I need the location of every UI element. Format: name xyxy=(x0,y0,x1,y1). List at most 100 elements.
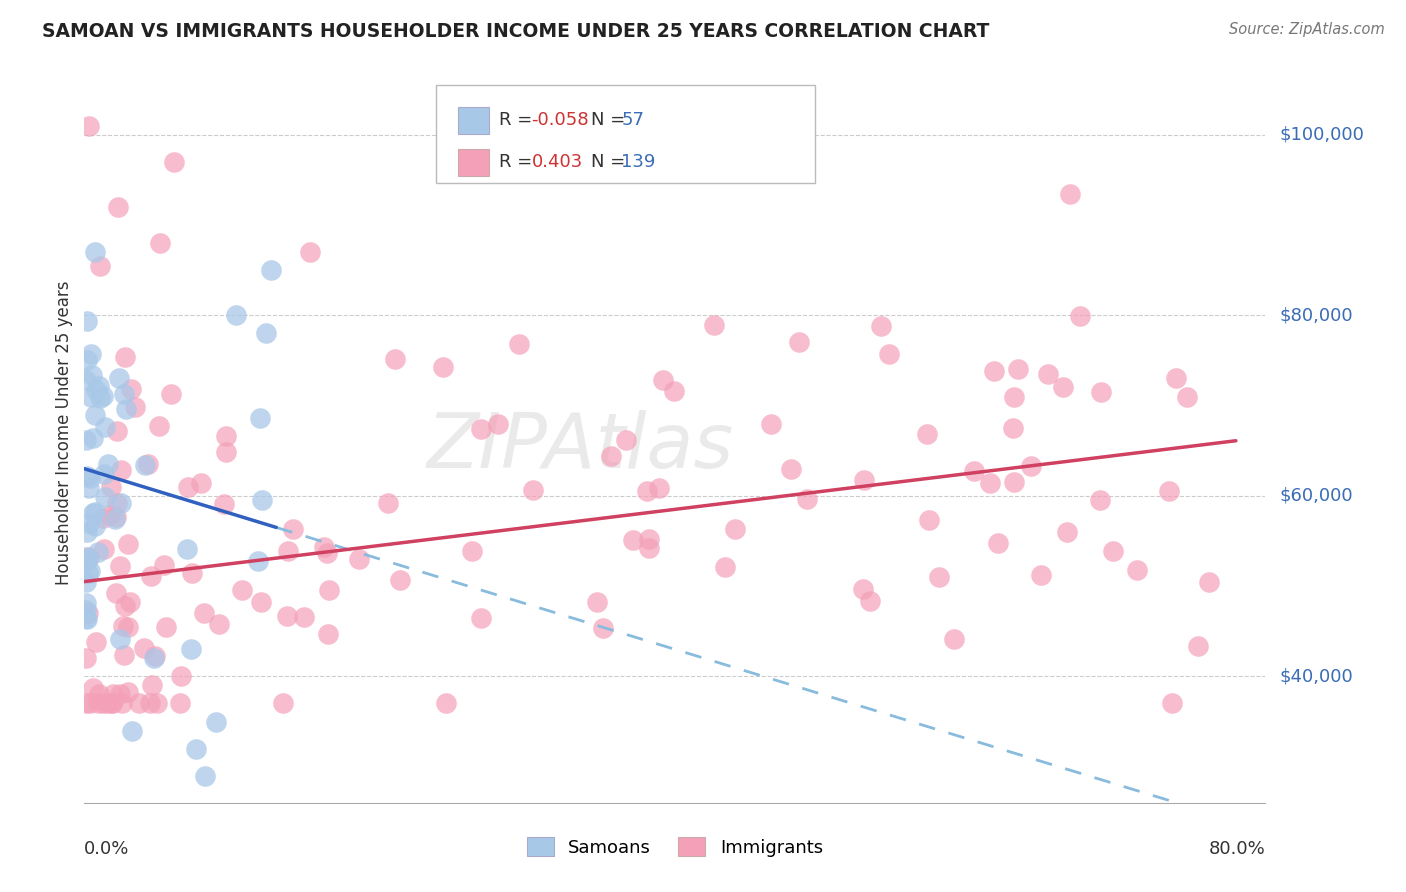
Point xyxy=(869,318,891,333)
Point xyxy=(652,373,675,387)
Point xyxy=(470,422,492,436)
Point xyxy=(1069,309,1091,323)
Point xyxy=(215,445,238,459)
Point xyxy=(190,475,212,490)
Point xyxy=(94,419,117,434)
Point xyxy=(225,308,247,322)
Point xyxy=(80,391,103,405)
Point xyxy=(787,335,810,350)
Point xyxy=(194,769,217,783)
Point xyxy=(314,540,336,554)
Point xyxy=(298,245,321,260)
Text: 0.0%: 0.0% xyxy=(84,840,129,858)
Point xyxy=(75,374,97,388)
Point xyxy=(75,611,97,625)
Point xyxy=(80,368,103,382)
Point xyxy=(389,573,412,587)
Point xyxy=(89,391,111,405)
Point xyxy=(918,513,941,527)
Point xyxy=(316,626,339,640)
Point xyxy=(100,479,122,493)
Text: $40,000: $40,000 xyxy=(1279,667,1353,685)
Point xyxy=(114,599,136,613)
Point xyxy=(82,506,104,520)
Point xyxy=(1002,475,1025,490)
Point xyxy=(132,640,155,655)
Point xyxy=(169,669,191,683)
Text: $100,000: $100,000 xyxy=(1279,126,1364,144)
Point xyxy=(148,418,170,433)
Point xyxy=(77,481,100,495)
Point xyxy=(77,516,100,531)
Point xyxy=(84,519,107,533)
Text: R =: R = xyxy=(499,112,538,129)
Point xyxy=(1159,484,1181,499)
Point xyxy=(75,697,97,711)
Point xyxy=(100,697,122,711)
Point xyxy=(347,552,370,566)
Point xyxy=(1056,525,1078,540)
Point xyxy=(277,544,299,558)
Point xyxy=(1198,575,1220,590)
Point xyxy=(87,545,110,559)
Point xyxy=(254,326,277,341)
Text: Source: ZipAtlas.com: Source: ZipAtlas.com xyxy=(1229,22,1385,37)
Point xyxy=(87,687,110,701)
Point xyxy=(703,318,725,333)
Text: 0.403: 0.403 xyxy=(531,153,582,171)
Point xyxy=(89,259,111,273)
Point xyxy=(143,651,166,665)
Point xyxy=(98,508,121,523)
Point xyxy=(110,697,132,711)
Point xyxy=(193,606,215,620)
Point xyxy=(205,714,228,729)
Point xyxy=(273,697,295,711)
Point xyxy=(82,681,104,695)
Point xyxy=(124,401,146,415)
Point xyxy=(212,496,235,510)
Point xyxy=(208,617,231,632)
Point xyxy=(84,408,107,422)
Point xyxy=(84,245,107,260)
Point xyxy=(246,554,269,568)
Point xyxy=(169,697,191,711)
Point xyxy=(87,379,110,393)
Point xyxy=(915,427,938,442)
Point xyxy=(252,492,274,507)
Point xyxy=(79,697,101,711)
Point xyxy=(75,651,97,665)
Point xyxy=(112,648,135,663)
Point xyxy=(1021,458,1043,473)
Point xyxy=(77,119,100,133)
Point xyxy=(76,314,98,328)
Point xyxy=(1088,493,1111,508)
Text: 139: 139 xyxy=(621,153,655,171)
Text: N =: N = xyxy=(591,112,630,129)
Point xyxy=(141,678,163,692)
Point xyxy=(104,512,127,526)
Point xyxy=(108,371,131,385)
Point xyxy=(75,603,97,617)
Point xyxy=(76,524,98,539)
Point xyxy=(508,337,530,351)
Text: 57: 57 xyxy=(621,112,644,129)
Point xyxy=(648,481,671,495)
Point xyxy=(79,564,101,578)
Point xyxy=(316,546,339,560)
Point xyxy=(638,532,661,546)
Point xyxy=(97,457,120,471)
Point xyxy=(110,463,132,477)
Point xyxy=(136,457,159,471)
Point xyxy=(79,471,101,485)
Point xyxy=(779,462,801,476)
Point xyxy=(585,595,607,609)
Point xyxy=(987,535,1010,549)
Text: SAMOAN VS IMMIGRANTS HOUSEHOLDER INCOME UNDER 25 YEARS CORRELATION CHART: SAMOAN VS IMMIGRANTS HOUSEHOLDER INCOME … xyxy=(42,22,990,41)
Point xyxy=(1161,697,1184,711)
Point xyxy=(117,620,139,634)
Point xyxy=(1059,187,1081,202)
Point xyxy=(979,476,1001,491)
Point xyxy=(384,351,406,366)
Point xyxy=(77,550,100,565)
Point xyxy=(592,621,614,635)
